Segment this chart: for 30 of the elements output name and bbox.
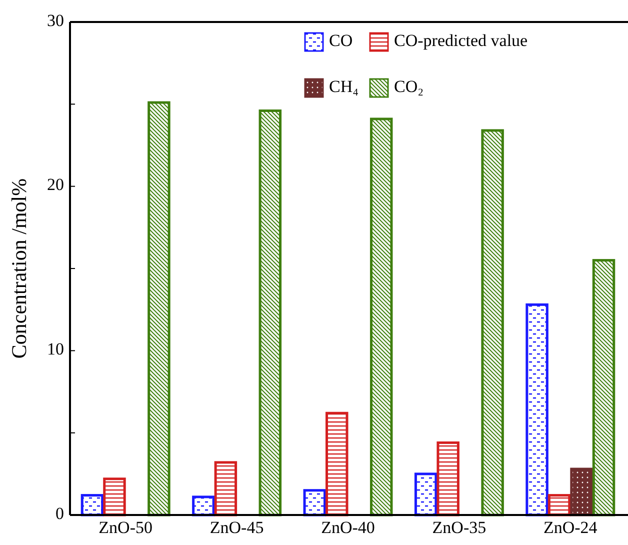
bar: [570, 468, 593, 516]
bar: [103, 478, 126, 516]
legend-label: CH₄: [329, 76, 359, 96]
bar: [303, 489, 326, 516]
bar: [592, 259, 616, 516]
bar: [436, 441, 460, 516]
bar: [414, 472, 438, 516]
x-tick-label: ZnO-40: [321, 518, 375, 537]
y-tick-label: 0: [56, 504, 64, 523]
bar: [192, 496, 215, 516]
y-axis-title: Concentration /mol%: [7, 178, 31, 359]
y-tick-label: 20: [47, 175, 64, 194]
bar: [326, 412, 348, 516]
x-tick-label: ZnO-45: [210, 518, 264, 537]
bar: [481, 129, 504, 516]
bar: [214, 461, 238, 516]
x-tick-label: ZnO-35: [432, 518, 486, 537]
bar: [258, 109, 282, 516]
legend-label: CO-predicted value: [394, 30, 528, 50]
y-tick-label: 30: [47, 10, 64, 30]
bar: [526, 303, 548, 516]
legend-label: CO: [329, 30, 353, 50]
legend-label: CO₂: [394, 76, 424, 96]
bar: [548, 494, 571, 516]
x-tick-label: ZnO-50: [98, 518, 153, 537]
bar: [80, 494, 104, 516]
bar: [148, 101, 170, 516]
x-tick-label: ZnO-24: [543, 518, 598, 537]
y-tick-label: 10: [47, 340, 64, 359]
bar: [370, 118, 393, 516]
